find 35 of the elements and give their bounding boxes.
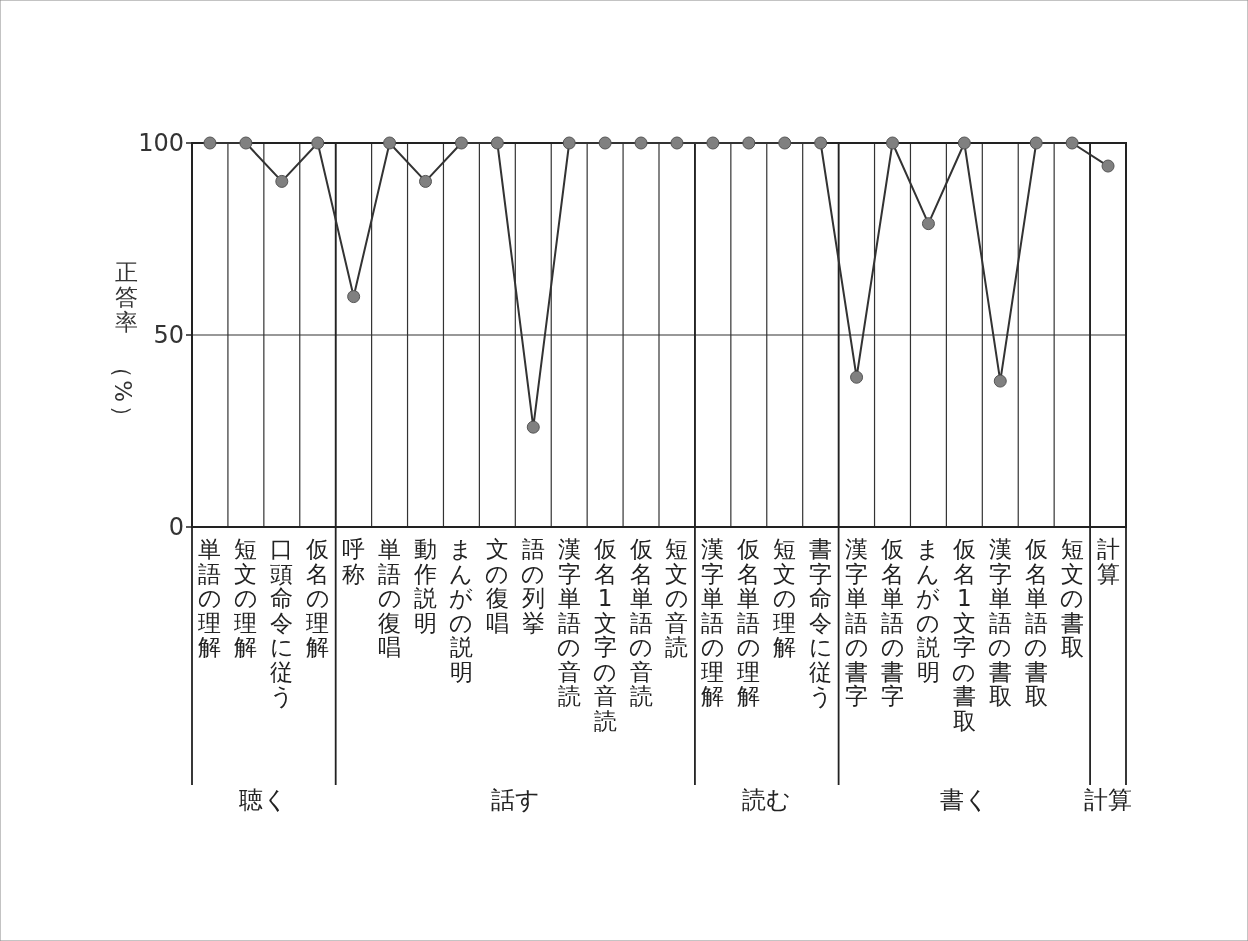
x-tick-label: 仮名1文字の音読 [592, 536, 618, 734]
x-tick-label: 仮名1文字の書取 [951, 536, 977, 734]
x-tick-label: 仮名の理解 [305, 536, 330, 661]
x-tick-label: 仮名単語の理解 [736, 536, 761, 710]
x-tick-label: 書字命令に従う [808, 536, 833, 710]
x-tick-label: 呼称 [342, 536, 366, 587]
x-tick-label: 漢字単語の音読 [557, 536, 582, 710]
y-tick-label: 50 [153, 321, 184, 349]
text: 読む [742, 786, 792, 814]
text: 計算 [1084, 786, 1133, 814]
x-tick-label: まんがの説明 [449, 536, 474, 685]
x-tick-label: 漢字単語の書取 [988, 536, 1013, 710]
x-tick-label: 動作説明 [413, 536, 437, 636]
x-tick-label: 口頭命令に従う [269, 536, 294, 710]
y-tick-label: 0 [168, 513, 184, 541]
y-axis-title: 正答率（%） [109, 259, 138, 429]
x-tick-label: 短文の理解 [772, 536, 797, 661]
text: 書く [939, 786, 989, 814]
x-tick-label: 語の列挙 [521, 536, 546, 636]
y-tick-label: 100 [138, 129, 184, 157]
x-tick-label: 単語の復唱 [377, 536, 402, 661]
x-tick-label: 漢字単語の理解 [700, 536, 725, 710]
x-tick-label: 短文の理解 [233, 536, 258, 661]
x-tick-label: 仮名単語の音読 [628, 536, 654, 710]
x-tick-label: 文の復唱 [485, 536, 510, 636]
x-tick-label: まんがの説明 [916, 536, 941, 685]
x-tick-label: 短文の音読 [664, 536, 689, 661]
x-tick-label: 短文の書取 [1060, 536, 1085, 661]
x-tick-label: 計算 [1096, 536, 1120, 587]
x-tick-label: 単語の理解 [197, 536, 222, 661]
text: 聴く [239, 786, 289, 814]
x-tick-label: 仮名単語の書取 [1023, 536, 1049, 710]
x-tick-label: 仮名単語の書字 [880, 536, 905, 710]
text: 話す [490, 786, 540, 814]
x-tick-label: 漢字単語の書字 [844, 536, 869, 710]
